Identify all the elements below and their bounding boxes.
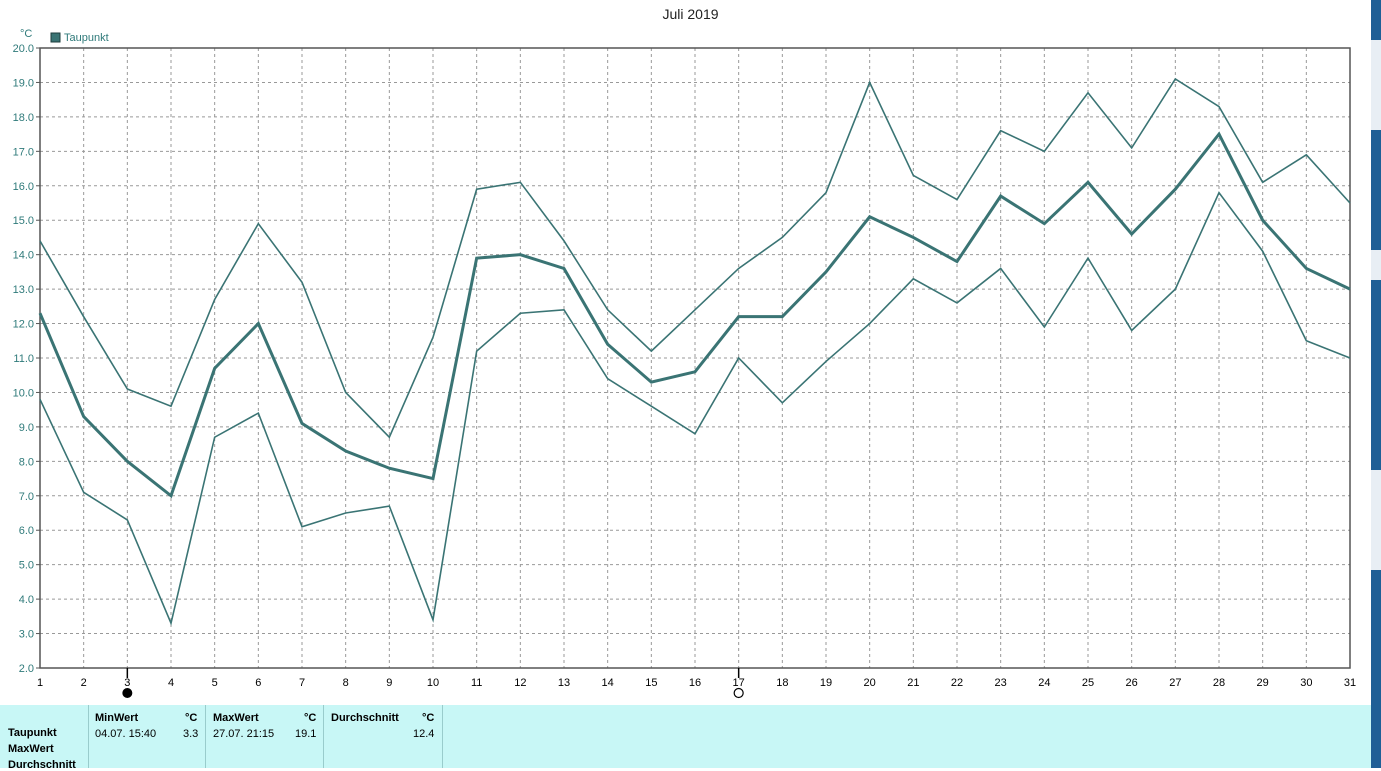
x-tick-label: 12: [514, 677, 526, 689]
x-tick-label: 20: [864, 677, 876, 689]
series-line-max: [39, 77, 1351, 439]
x-tick-label: 31: [1344, 677, 1356, 689]
stats-unit: °C: [304, 712, 317, 724]
x-tick-label: 29: [1257, 677, 1269, 689]
y-tick-label: 18.0: [13, 112, 34, 124]
stats-row-label: MaxWert: [8, 743, 54, 755]
legend-swatch: [50, 32, 61, 43]
stats-unit: °C: [185, 712, 198, 724]
series-line-avg: [38, 131, 1351, 499]
stats-header: Durchschnitt: [331, 712, 399, 724]
stats-column-min: MinWert °C 04.07. 15:40 3.3: [88, 705, 206, 768]
y-tick-label: 19.0: [13, 77, 34, 89]
stats-date: 04.07. 15:40: [95, 728, 157, 740]
x-tick-label: 27: [1169, 677, 1181, 689]
stats-column-max: MaxWert °C 27.07. 21:15 19.1: [205, 705, 324, 768]
stats-header: MinWert: [95, 712, 139, 724]
stats-date: 27.07. 21:15: [213, 728, 275, 740]
y-tick-label: 3.0: [19, 629, 34, 641]
y-tick-label: 5.0: [19, 560, 34, 572]
y-tick-label: 13.0: [13, 284, 34, 296]
y-tick-label: 8.0: [19, 456, 34, 468]
x-tick-label: 4: [168, 677, 174, 689]
stats-column-avg: Durchschnitt °C 12.4: [323, 705, 443, 768]
y-tick-label: 4.0: [19, 594, 34, 606]
x-tick-label: 7: [299, 677, 305, 689]
desktop-edge: [1371, 0, 1381, 768]
x-tick-label: 14: [602, 677, 614, 689]
stats-value: 3.3: [183, 728, 199, 740]
y-tick-label: 9.0: [19, 422, 34, 434]
statistics-panel: Taupunkt MaxWert Durchschnitt MinWert °C…: [0, 705, 1371, 771]
x-tick-label: 24: [1038, 677, 1050, 689]
x-tick-label: 15: [645, 677, 657, 689]
y-tick-label: 7.0: [19, 491, 34, 503]
x-tick-label: 2: [81, 677, 87, 689]
y-tick-label: 14.0: [13, 250, 34, 262]
x-tick-label: 19: [820, 677, 832, 689]
y-tick-label: 2.0: [19, 663, 34, 675]
x-tick-label: 17: [733, 677, 745, 689]
new-moon-icon: [733, 687, 744, 699]
stats-row-label: Taupunkt: [8, 727, 57, 739]
x-tick-label: 21: [907, 677, 919, 689]
chart-area: °C Taupunkt2.03.04.05.06.07.08.09.010.011…: [13, 28, 1356, 699]
chart-title: Juli 2019: [662, 6, 719, 22]
x-tick-label: 22: [951, 677, 963, 689]
y-tick-label: 20.0: [13, 43, 34, 55]
x-tick-label: 6: [255, 677, 261, 689]
x-tick-label: 1: [37, 677, 43, 689]
x-tick-label: 28: [1213, 677, 1225, 689]
series-line-min: [39, 191, 1351, 626]
stats-value: 12.4: [413, 728, 435, 740]
x-tick-label: 13: [558, 677, 570, 689]
stats-row-label: Durchschnitt: [8, 759, 76, 771]
x-tick-label: 3: [124, 677, 130, 689]
y-tick-label: 17.0: [13, 146, 34, 158]
y-axis-label: °C: [20, 28, 32, 40]
x-tick-label: 10: [427, 677, 439, 689]
x-tick-label: 9: [386, 677, 392, 689]
x-tick-label: 23: [995, 677, 1007, 689]
x-tick-label: 25: [1082, 677, 1094, 689]
y-tick-label: 11.0: [13, 353, 34, 365]
x-tick-label: 5: [212, 677, 218, 689]
x-tick-label: 18: [776, 677, 788, 689]
x-tick-label: 8: [343, 677, 349, 689]
x-tick-label: 11: [471, 677, 482, 689]
stats-header: MaxWert: [213, 712, 259, 724]
y-tick-label: 12.0: [13, 319, 34, 331]
y-tick-label: 15.0: [13, 215, 34, 227]
x-tick-label: 16: [689, 677, 701, 689]
y-tick-label: 16.0: [13, 181, 34, 193]
x-tick-label: 26: [1126, 677, 1138, 689]
stats-value: 19.1: [295, 728, 317, 740]
y-tick-label: 6.0: [19, 525, 34, 537]
y-tick-label: 10.0: [13, 387, 34, 399]
stats-unit: °C: [422, 712, 435, 724]
x-tick-label: 30: [1300, 677, 1312, 689]
full-moon-icon: [122, 688, 133, 698]
legend-label: Taupunkt: [64, 32, 109, 44]
